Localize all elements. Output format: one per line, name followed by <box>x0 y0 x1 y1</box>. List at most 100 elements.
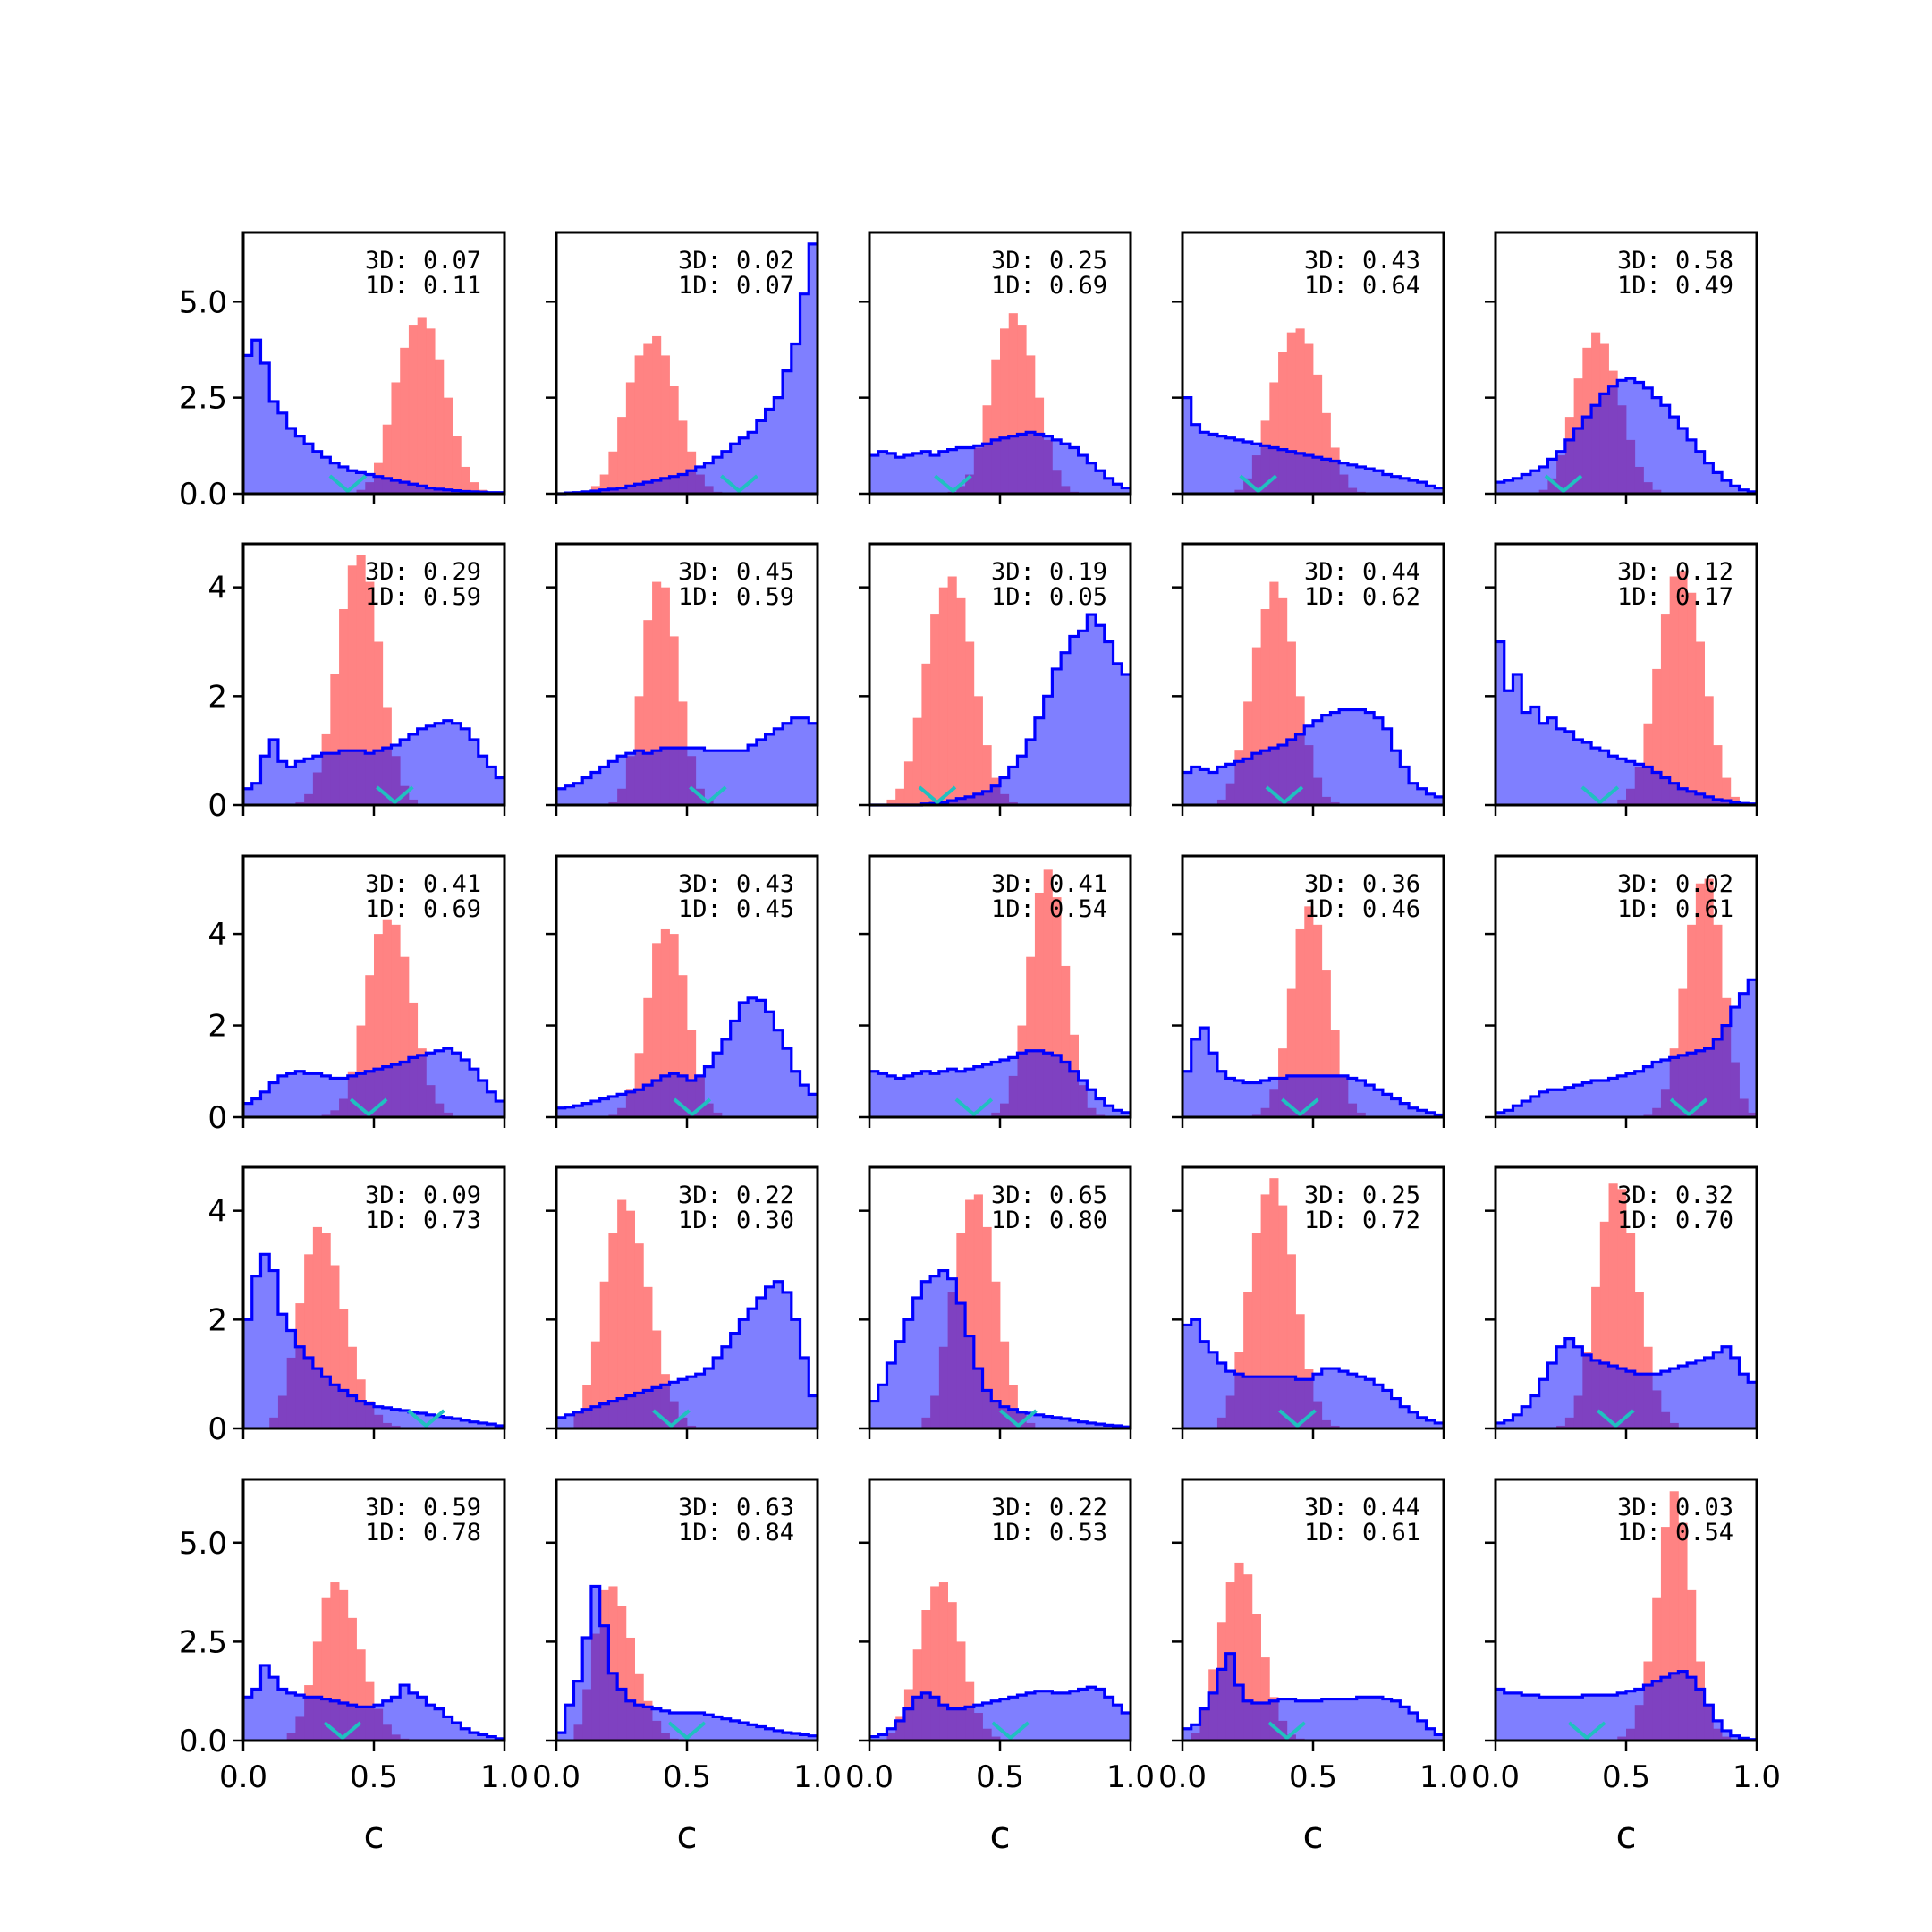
red-bar <box>1000 1341 1010 1428</box>
red-bar <box>1026 956 1036 1117</box>
chevron-marker <box>934 474 972 494</box>
red-bar <box>886 799 896 805</box>
red-bar <box>921 1610 931 1741</box>
blue-histogram-fill <box>1182 397 1444 494</box>
red-bar <box>652 1330 662 1428</box>
red-bar <box>660 587 670 805</box>
red-bar <box>1330 1030 1340 1117</box>
chevron-marker <box>1278 1409 1317 1428</box>
chevron-marker <box>328 474 368 494</box>
annotation-3d: 3D: 0.43 <box>678 870 794 898</box>
y-tick-label: 4 <box>208 1194 227 1230</box>
red-bar <box>1286 988 1296 1117</box>
red-bar <box>330 674 340 805</box>
red-bar <box>1678 988 1688 1117</box>
red-bar <box>1034 892 1045 1117</box>
blue-histogram-fill <box>556 243 818 494</box>
chevron-marker <box>954 1097 994 1117</box>
red-bar <box>1321 412 1331 494</box>
red-bar <box>903 761 914 805</box>
red-bar <box>965 1199 975 1428</box>
red-bar <box>435 359 445 494</box>
red-bar <box>608 1233 618 1428</box>
red-bar <box>391 382 401 494</box>
blue-histogram-fill <box>1182 709 1444 805</box>
red-bar <box>365 581 375 805</box>
chevron-marker <box>1265 785 1304 805</box>
red-bar <box>339 1589 349 1741</box>
red-bar <box>643 997 653 1117</box>
red-bar <box>1286 641 1296 805</box>
red-bar <box>1321 970 1331 1117</box>
blue-histogram-step <box>243 338 504 495</box>
red-bar <box>1669 1491 1679 1741</box>
blue-histogram-fill <box>1182 1653 1444 1741</box>
red-bar <box>1643 723 1653 805</box>
annotation-1d: 1D: 0.30 <box>678 1207 794 1234</box>
red-bar <box>669 934 679 1117</box>
x-axis-label: c <box>676 1813 697 1857</box>
y-tick-label: 0 <box>208 788 227 824</box>
chevron-marker <box>720 474 758 494</box>
red-bar <box>365 975 375 1117</box>
chevron-marker <box>1669 1097 1708 1117</box>
red-bar <box>339 1309 349 1428</box>
blue-histogram-fill <box>556 997 818 1117</box>
red-bar <box>687 1030 697 1117</box>
red-bar <box>1695 883 1705 1117</box>
red-bar <box>1017 325 1027 494</box>
annotation-3d: 3D: 0.12 <box>1617 558 1733 586</box>
annotation-3d: 3D: 0.63 <box>678 1494 794 1521</box>
annotation-3d: 3D: 0.41 <box>991 870 1107 898</box>
red-bar <box>643 343 653 494</box>
red-bar <box>1008 1385 1018 1428</box>
red-bar <box>938 1582 948 1741</box>
red-bar <box>938 587 948 805</box>
red-bar <box>599 1281 609 1428</box>
red-bar <box>643 620 653 805</box>
blue-histogram-step <box>1496 640 1757 806</box>
blue-histogram-fill <box>869 614 1131 805</box>
red-bar <box>356 1025 366 1117</box>
red-bar <box>1295 328 1305 494</box>
annotation-1d: 1D: 0.05 <box>991 583 1107 611</box>
x-tick-label: 1.0 <box>793 1759 842 1795</box>
red-bar <box>660 928 670 1117</box>
red-bar <box>443 397 453 494</box>
red-bar <box>1026 355 1036 494</box>
red-bar <box>1243 1574 1253 1741</box>
red-bar <box>652 943 662 1117</box>
blue-histogram-fill <box>1496 979 1757 1117</box>
red-bar <box>982 1226 992 1428</box>
red-bar <box>400 347 410 494</box>
red-bar <box>1687 592 1697 805</box>
annotation-3d: 3D: 0.65 <box>991 1182 1107 1209</box>
red-bar <box>1722 777 1732 805</box>
blue-histogram-step <box>556 1584 818 1738</box>
blue-histogram-fill <box>869 432 1131 494</box>
annotation-1d: 1D: 0.11 <box>365 272 481 300</box>
x-tick-label: 1.0 <box>1419 1759 1468 1795</box>
blue-histogram-fill <box>1496 378 1757 494</box>
red-bar <box>1260 1657 1270 1741</box>
blue-histogram-fill <box>243 1048 504 1117</box>
y-tick-label: 5.0 <box>179 1526 227 1562</box>
red-bar <box>1608 1183 1618 1428</box>
red-bar <box>1269 581 1279 805</box>
red-bar <box>400 956 410 1117</box>
blue-histogram-step <box>243 1046 504 1106</box>
red-bar <box>312 1226 322 1428</box>
annotation-1d: 1D: 0.64 <box>1304 272 1420 300</box>
red-bar <box>982 745 992 805</box>
y-tick-label: 2.5 <box>179 381 227 417</box>
